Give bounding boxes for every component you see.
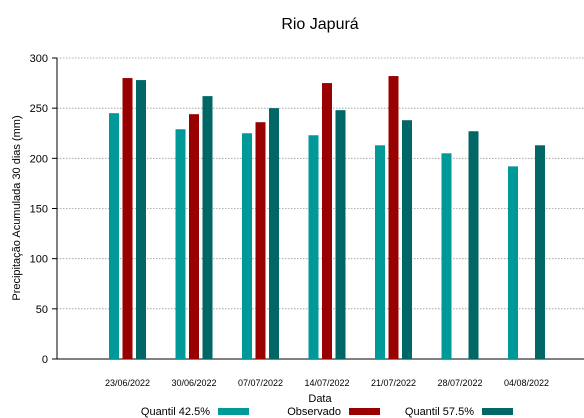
legend-label: Quantil 42.5% [141, 406, 210, 418]
bar [468, 131, 479, 359]
bar [388, 76, 399, 359]
x-tick-label: 23/06/2022 [105, 378, 150, 388]
x-tick-label: 30/06/2022 [171, 378, 216, 388]
x-tick-label: 04/08/2022 [504, 378, 549, 388]
bar [269, 108, 279, 360]
x-tick-labels: 23/06/2022 30/06/2022 07/07/2022 14/07/2022… [105, 378, 549, 388]
bar [175, 129, 186, 359]
bar [122, 78, 133, 360]
x-tick-label: 21/07/2022 [371, 378, 416, 388]
bar [308, 135, 319, 359]
chart-title: Rio Japurá [281, 16, 358, 33]
y-axis-label: Precipitação Acumulada 30 dias (mm) [11, 115, 23, 300]
bar [242, 133, 252, 359]
legend-swatch [349, 408, 380, 415]
x-tick-label: 07/07/2022 [238, 378, 283, 388]
x-axis-label: Data [308, 393, 332, 405]
legend-swatch [482, 408, 513, 415]
bar [255, 122, 266, 359]
legend-label: Quantil 57.5% [405, 406, 474, 418]
y-tick-label: 300 [30, 53, 48, 65]
bar [189, 114, 199, 359]
legend: Quantil 42.5% Observado Quantil 57.5% [141, 406, 513, 418]
y-tick-label: 50 [36, 304, 48, 316]
bar [535, 145, 545, 359]
bar [136, 80, 146, 359]
bar [508, 166, 518, 359]
y-tick-labels: 0 50 100 150 200 250 300 [30, 53, 48, 366]
bar [322, 83, 332, 359]
bar [375, 145, 385, 359]
y-tick-label: 0 [42, 354, 48, 366]
legend-label: Observado [287, 406, 341, 418]
bar [202, 96, 213, 360]
bars [109, 76, 545, 360]
y-tick-label: 250 [30, 103, 48, 115]
y-tick-label: 150 [30, 204, 48, 216]
x-tick-label: 14/07/2022 [304, 378, 349, 388]
bar [441, 153, 452, 359]
legend-swatch [218, 408, 249, 415]
y-tick-label: 100 [30, 254, 48, 266]
bar [109, 113, 119, 359]
bar [335, 110, 346, 359]
bar [402, 120, 412, 359]
y-tick-label: 200 [30, 153, 48, 165]
x-tick-label: 28/07/2022 [437, 378, 482, 388]
